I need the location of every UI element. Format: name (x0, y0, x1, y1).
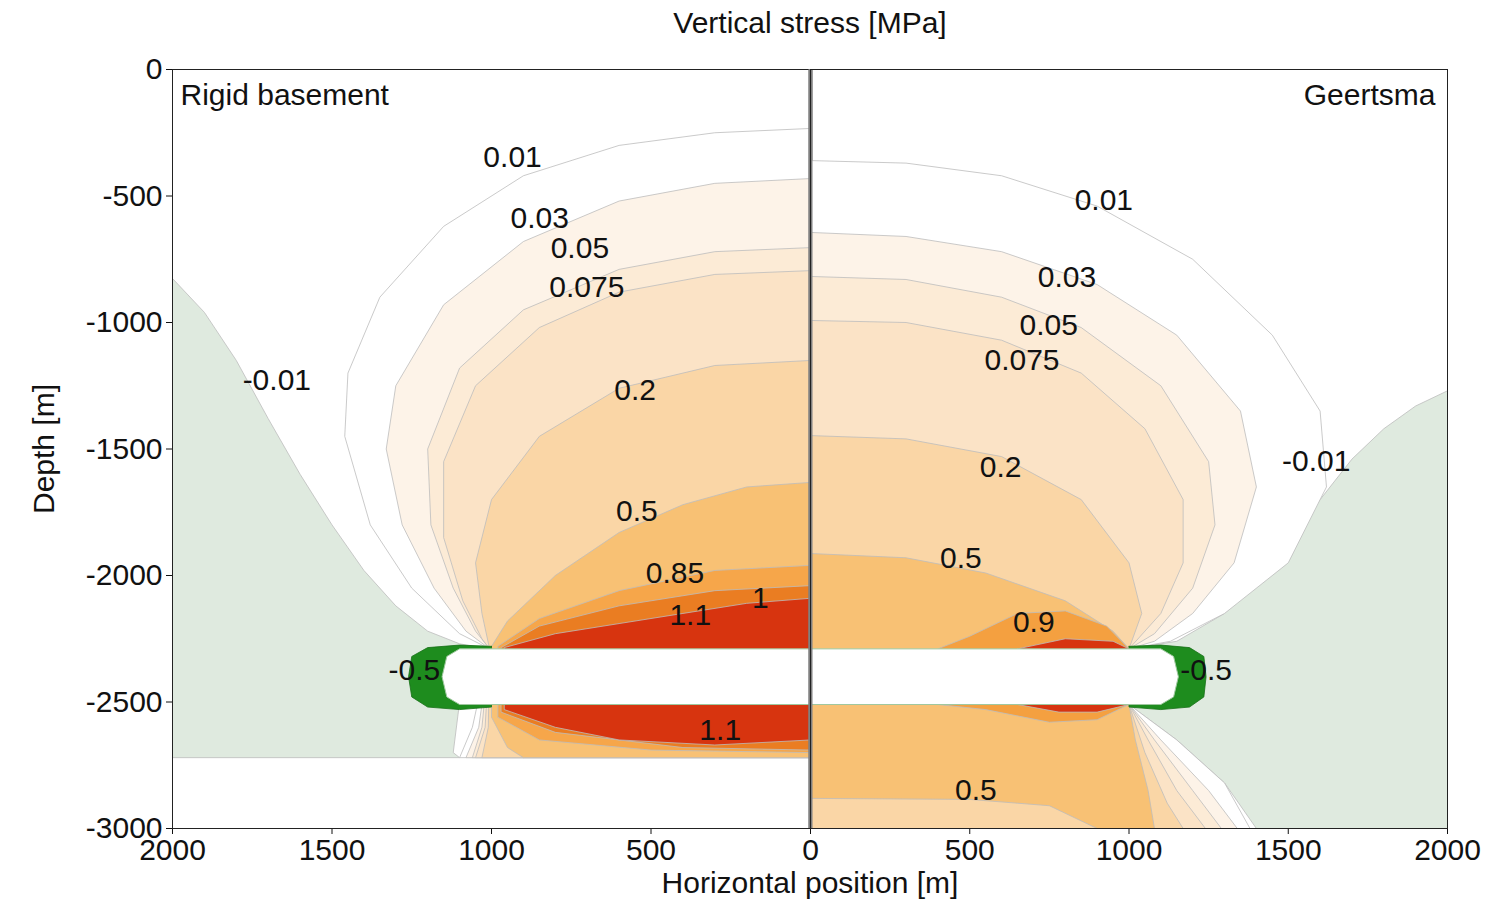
svg-text:-0.01: -0.01 (243, 363, 311, 396)
html-text:Vertical stress [MPa]: Vertical stress [MPa] (673, 6, 947, 39)
svg-text:0.5: 0.5 (955, 773, 997, 806)
svg-text:-3000: -3000 (85, 811, 163, 845)
svg-text:-1000: -1000 (86, 305, 163, 338)
svg-text:0.9: 0.9 (1013, 605, 1055, 638)
svg-text:0.05: 0.05 (1020, 308, 1078, 341)
svg-text:0.03: 0.03 (510, 201, 568, 234)
svg-text:0.03: 0.03 (1038, 260, 1096, 293)
svg-text:1500: 1500 (299, 833, 366, 866)
svg-text:0.01: 0.01 (1075, 183, 1133, 216)
svg-text:-2500: -2500 (86, 685, 163, 718)
svg-text:-0.01: -0.01 (1282, 444, 1350, 477)
svg-text:1500: 1500 (1255, 833, 1322, 866)
svg-text:500: 500 (626, 833, 676, 866)
svg-text:Rigid basement: Rigid basement (181, 78, 390, 111)
svg-text:0.5: 0.5 (940, 541, 982, 574)
svg-text:0.075: 0.075 (984, 343, 1059, 376)
svg-text:-500: -500 (102, 179, 162, 212)
svg-text:0.075: 0.075 (549, 270, 624, 303)
svg-text:0: 0 (146, 52, 163, 85)
svg-text:Depth [m]: Depth [m] (27, 384, 60, 514)
svg-text:1000: 1000 (458, 833, 525, 866)
svg-text:2000: 2000 (1414, 833, 1481, 866)
svg-text:-2000: -2000 (86, 558, 163, 591)
svg-text:-0.5: -0.5 (388, 653, 440, 686)
svg-text:0.85: 0.85 (646, 556, 704, 589)
svg-text:1.1: 1.1 (699, 713, 741, 746)
svg-text:0.05: 0.05 (551, 231, 609, 264)
svg-text:0.01: 0.01 (483, 140, 541, 173)
svg-text:0: 0 (802, 833, 819, 866)
svg-text:500: 500 (945, 833, 995, 866)
svg-text:0.5: 0.5 (616, 494, 658, 527)
svg-text:1.1: 1.1 (669, 598, 711, 631)
svg-text:0.2: 0.2 (614, 373, 656, 406)
svg-text:Geertsma: Geertsma (1304, 78, 1436, 111)
svg-text:1000: 1000 (1096, 833, 1163, 866)
svg-text:1: 1 (752, 581, 769, 614)
svg-text:-0.5: -0.5 (1180, 653, 1232, 686)
svg-text:2000: 2000 (139, 833, 206, 866)
svg-text:0.2: 0.2 (980, 450, 1022, 483)
svg-text:-1500: -1500 (86, 432, 163, 465)
html-text:Horizontal position [m]: Horizontal position [m] (661, 866, 959, 899)
